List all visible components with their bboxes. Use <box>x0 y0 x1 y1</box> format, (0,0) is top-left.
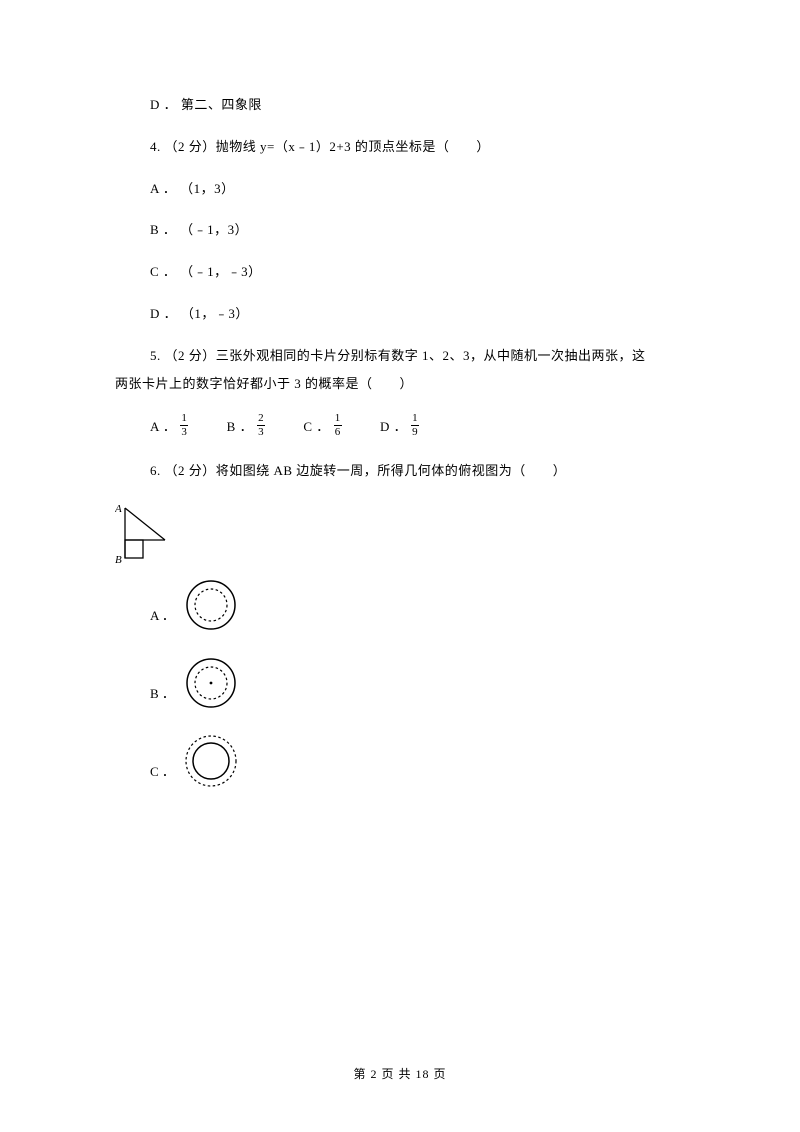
q3-option-d: D ． 第二、四象限 <box>115 95 685 116</box>
q6-label-b: B ． <box>150 684 175 711</box>
fraction-icon: 2 3 <box>257 413 265 438</box>
q4-option-c: C ． （﹣1，﹣3） <box>115 262 685 283</box>
q6-stem: 6. （2 分）将如图绕 AB 边旋转一周，所得几何体的俯视图为（ ） <box>115 461 685 482</box>
svg-text:B: B <box>115 554 122 563</box>
q5-stem-line2: 两张卡片上的数字恰好都小于 3 的概率是（ ） <box>115 374 685 395</box>
page-footer: 第 2 页 共 18 页 <box>0 1065 800 1084</box>
q5-label-b: B ． <box>227 417 253 438</box>
q4-stem: 4. （2 分）抛物线 y=（x﹣1）2+3 的顶点坐标是（ ） <box>115 137 685 158</box>
q5-option-a: A ． 1 3 <box>115 415 188 440</box>
q5-stem-line1: 5. （2 分）三张外观相同的卡片分别标有数字 1、2、3，从中随机一次抽出两张… <box>115 346 685 367</box>
q4-option-d: D ． （1，﹣3） <box>115 304 685 325</box>
q5-label-c: C ． <box>303 417 329 438</box>
rotation-figure: A B <box>115 503 185 563</box>
q6-label-c: C ． <box>150 762 175 789</box>
q5-label-a: A ． <box>150 417 176 438</box>
circle-dashed-inner-dot-icon <box>183 655 239 711</box>
fraction-icon: 1 9 <box>411 413 419 438</box>
circle-dashed-outer-icon <box>183 733 239 789</box>
q5-option-c: C ． 1 6 <box>268 415 341 440</box>
fraction-icon: 1 3 <box>180 413 188 438</box>
q5-label-d: D ． <box>380 417 407 438</box>
q5-option-b: B ． 2 3 <box>192 415 265 440</box>
q6-option-a: A ． <box>115 577 685 633</box>
q6-option-c: C ． <box>115 733 685 789</box>
q5-option-d: D ． 1 9 <box>345 415 419 440</box>
q4-option-b: B ． （﹣1，3） <box>115 220 685 241</box>
triangle-square-icon: A B <box>115 503 185 563</box>
q4-option-a: A ． （1，3） <box>115 179 685 200</box>
q6-option-b: B ． <box>115 655 685 711</box>
circle-dashed-inner-icon <box>183 577 239 633</box>
fraction-icon: 1 6 <box>334 413 342 438</box>
q6-label-a: A ． <box>150 606 175 633</box>
page-content: D ． 第二、四象限 4. （2 分）抛物线 y=（x﹣1）2+3 的顶点坐标是… <box>115 95 685 789</box>
svg-text:A: A <box>115 503 122 515</box>
